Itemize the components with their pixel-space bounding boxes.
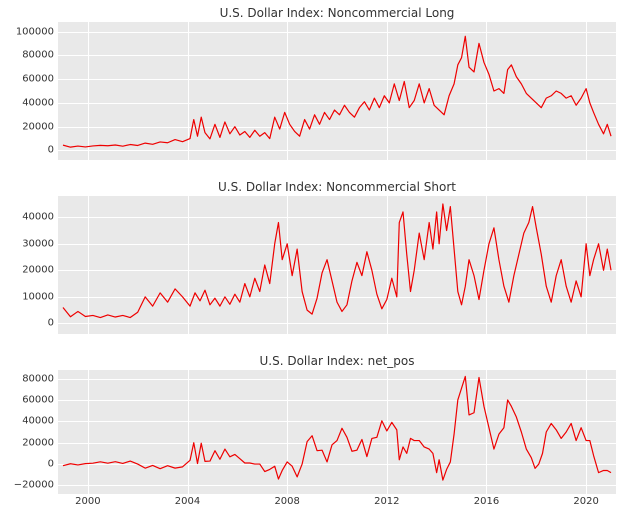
xtick-label: 2004 [175, 494, 200, 507]
line [63, 36, 611, 147]
ytick-label: 20000 [22, 121, 58, 132]
panel-title-net: U.S. Dollar Index: net_pos [58, 354, 616, 368]
panel-long: U.S. Dollar Index: Noncommercial Long020… [58, 22, 616, 160]
ytick-label: −20000 [14, 480, 58, 491]
ytick-label: 100000 [16, 26, 58, 37]
ytick-label: 60000 [22, 394, 58, 405]
ytick-label: 10000 [22, 291, 58, 302]
ytick-label: 40000 [22, 212, 58, 223]
series-net [58, 370, 616, 494]
ytick-label: 60000 [22, 74, 58, 85]
ytick-label: 40000 [22, 416, 58, 427]
ytick-label: 80000 [22, 50, 58, 61]
panel-short: U.S. Dollar Index: Noncommercial Short01… [58, 196, 616, 334]
xtick-label: 2020 [573, 494, 598, 507]
ytick-label: 80000 [22, 373, 58, 384]
line [63, 376, 611, 480]
panel-net: U.S. Dollar Index: net_pos−2000002000040… [58, 370, 616, 494]
panel-title-short: U.S. Dollar Index: Noncommercial Short [58, 180, 616, 194]
figure: U.S. Dollar Index: Noncommercial Long 0 20… [0, 0, 640, 518]
panel-title-long: U.S. Dollar Index: Noncommercial Long [58, 6, 616, 20]
ytick-label: 0 [48, 318, 58, 329]
xtick-label: 2000 [75, 494, 100, 507]
ytick-label: 0 [48, 459, 58, 470]
xtick-label: 2008 [274, 494, 299, 507]
series-long [58, 22, 616, 160]
ytick-label: 30000 [22, 238, 58, 249]
ytick-label: 40000 [22, 97, 58, 108]
ytick-label: 20000 [22, 265, 58, 276]
ytick-label: 0 [48, 145, 58, 156]
xtick-label: 2012 [374, 494, 399, 507]
xtick-label: 2016 [474, 494, 499, 507]
line [63, 204, 611, 318]
ytick-label: 20000 [22, 437, 58, 448]
series-short [58, 196, 616, 334]
